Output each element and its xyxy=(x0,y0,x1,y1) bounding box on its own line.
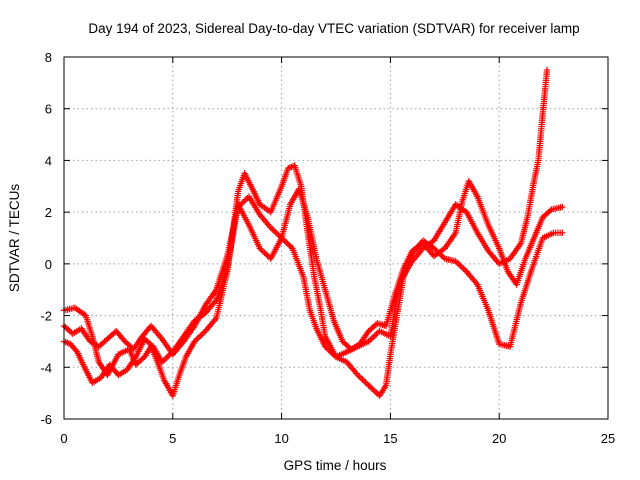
data-point xyxy=(543,66,551,74)
data-points xyxy=(60,66,566,399)
interpolated-point xyxy=(272,228,279,236)
x-tick-labels: 0 5 10 15 20 25 xyxy=(60,431,615,446)
x-tick-label: 5 xyxy=(169,431,176,446)
interpolated-point xyxy=(241,197,248,205)
interpolated-point xyxy=(286,242,293,249)
x-tick-label: 10 xyxy=(274,431,288,446)
x-tick-label: 25 xyxy=(601,431,615,446)
x-tick-label: 20 xyxy=(492,431,506,446)
interpolated-point xyxy=(262,251,270,258)
interpolated-point xyxy=(366,383,374,391)
interpolated-point xyxy=(368,335,375,342)
y-tick-label: 4 xyxy=(45,153,52,168)
interpolated-point xyxy=(455,261,462,268)
interpolated-point xyxy=(371,388,379,395)
y-tick-label: 0 xyxy=(45,257,52,272)
x-axis-label: GPS time / hours xyxy=(284,458,387,473)
y-tick-label: -4 xyxy=(40,360,52,375)
interpolated-point xyxy=(64,339,71,346)
interpolated-point xyxy=(259,248,267,255)
interpolated-point xyxy=(370,386,377,394)
plot-frame xyxy=(63,56,609,420)
y-tick-labels: -6 -4 -2 0 2 4 6 8 xyxy=(40,50,52,427)
interpolated-point xyxy=(288,163,295,171)
interpolated-point xyxy=(284,240,292,248)
y-tick-label: -2 xyxy=(40,309,52,324)
interpolated-point xyxy=(161,355,169,363)
interpolated-point xyxy=(457,262,464,269)
data-point xyxy=(365,382,372,389)
interpolated-point xyxy=(461,266,469,274)
y-tick-label: 8 xyxy=(45,50,52,65)
interpolated-point xyxy=(359,376,366,383)
y-tick-label: 2 xyxy=(45,205,52,220)
interpolated-point xyxy=(163,354,170,361)
interpolated-point xyxy=(199,330,206,338)
interpolated-point xyxy=(196,333,203,341)
interpolated-point xyxy=(363,380,371,388)
interpolated-point xyxy=(283,239,290,246)
interpolated-point xyxy=(546,207,554,215)
interpolated-point xyxy=(460,265,467,272)
interpolated-point xyxy=(269,225,276,233)
interpolated-point xyxy=(368,385,375,392)
x-tick-label: 15 xyxy=(383,431,397,446)
chart-title: Day 194 of 2023, Sidereal Day-to-day VTE… xyxy=(88,21,579,36)
interpolated-point xyxy=(370,333,377,341)
interpolated-point xyxy=(356,373,363,380)
interpolated-point xyxy=(458,263,466,271)
grid xyxy=(64,57,608,419)
data-point xyxy=(559,229,566,237)
interpolated-point xyxy=(270,227,278,234)
series-trace-c xyxy=(60,177,566,358)
interpolated-point xyxy=(197,332,204,339)
y-axis-label: SDTVAR / TECUs xyxy=(7,184,22,293)
interpolated-point xyxy=(242,196,250,203)
axis-ticks xyxy=(63,56,609,420)
interpolated-point xyxy=(194,335,201,342)
y-tick-label: 6 xyxy=(45,102,52,117)
interpolated-point xyxy=(200,329,208,336)
series-trace-a xyxy=(60,162,566,399)
interpolated-point xyxy=(360,377,368,385)
interpolated-point xyxy=(261,249,268,256)
y-tick-label: -6 xyxy=(40,412,52,427)
interpolated-point xyxy=(371,332,379,339)
interpolated-point xyxy=(357,374,365,382)
data-point xyxy=(559,203,566,211)
interpolated-point xyxy=(264,252,271,259)
x-tick-label: 0 xyxy=(60,431,67,446)
interpolated-point xyxy=(362,379,369,386)
